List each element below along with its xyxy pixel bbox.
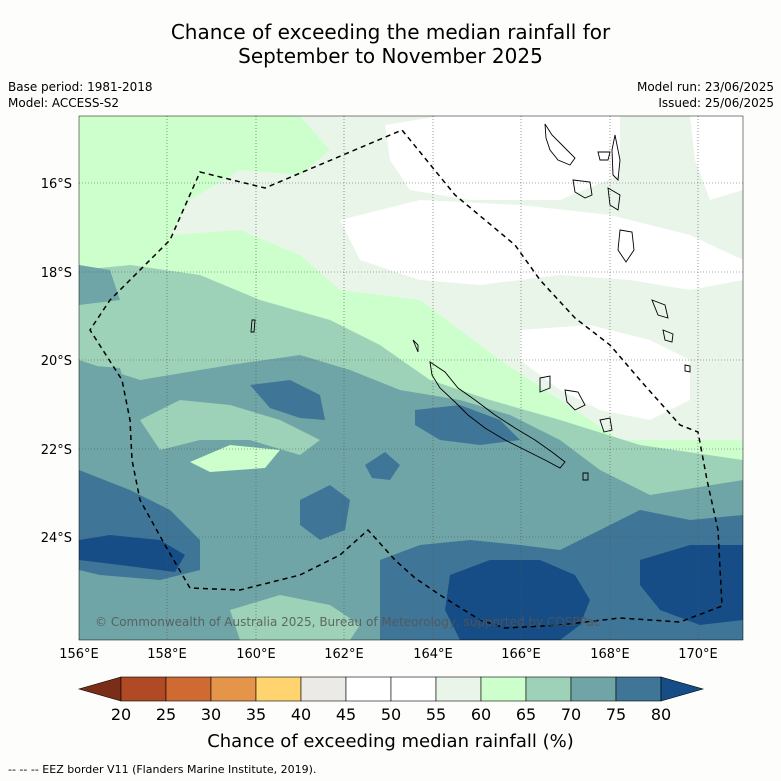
colorbar-tick-label: 50 <box>381 705 401 724</box>
colorbar-swatch <box>615 676 662 702</box>
colorbar-tick-label: 35 <box>246 705 266 724</box>
contour-70-75-b <box>79 265 120 305</box>
contour-above-80-c <box>640 545 743 625</box>
contour-65-70-patch <box>140 400 320 455</box>
contour-75-80-b <box>415 405 520 445</box>
model-label: Model: ACCESS-S2 <box>8 96 120 110</box>
colorbar-tick-label: 65 <box>516 705 536 724</box>
new-caledonia-outline <box>429 361 566 469</box>
colorbar-tick-label: 70 <box>561 705 581 724</box>
contour-60-65-b <box>79 116 180 175</box>
colorbar-extend-high <box>660 676 705 702</box>
contour-75-80-a <box>250 380 325 420</box>
eez-legend-note: -- -- -- EEZ border V11 (Flanders Marine… <box>8 763 317 776</box>
eez-border <box>89 129 723 629</box>
colorbar-tick-label: 20 <box>111 705 131 724</box>
colorbar-swatch <box>570 676 617 702</box>
contour-75-80-c <box>365 452 400 480</box>
colorbar-tick-label: 75 <box>606 705 626 724</box>
colorbar <box>77 676 705 702</box>
y-tick-label: 16°S <box>41 177 72 192</box>
colorbar-tick-labels: 20 25 30 35 40 45 50 55 60 65 70 75 80 <box>111 705 671 724</box>
contour-50-55-d <box>690 116 743 200</box>
colorbar-swatch <box>300 676 347 702</box>
x-axis-ticks: 156°E 158°E 160°E 162°E 164°E 166°E 168°E 170°E <box>59 647 718 662</box>
y-tick-label: 18°S <box>41 266 72 281</box>
colorbar-swatch <box>165 676 212 702</box>
model-run-label: Model run: 23/06/2025 <box>636 80 774 94</box>
map-frame <box>78 115 744 641</box>
x-tick-label: 166°E <box>501 647 541 662</box>
contour-50-55-b <box>340 200 743 290</box>
x-tick-label: 158°E <box>147 647 187 662</box>
colorbar-swatch <box>120 676 167 702</box>
loyalty-islands-outline <box>539 375 613 433</box>
contour-65-70-bottom <box>230 595 360 640</box>
y-tick-label: 20°S <box>41 354 72 369</box>
issued-label: Issued: 25/06/2025 <box>658 96 774 110</box>
colorbar-tick-label: 40 <box>291 705 311 724</box>
x-tick-label: 164°E <box>413 647 453 662</box>
colorbar-swatch <box>525 676 572 702</box>
colorbar-title: Chance of exceeding median rainfall (%) <box>207 731 574 752</box>
x-tick-label: 170°E <box>678 647 718 662</box>
contour-75-80-e <box>300 485 350 540</box>
small-islands-outline <box>250 319 691 481</box>
colorbar-swatch <box>345 676 392 702</box>
y-tick-label: 24°S <box>41 531 72 546</box>
contour-above-80-a <box>79 535 185 572</box>
contour-50-55-c <box>520 325 690 420</box>
colorbar-swatch <box>435 676 482 702</box>
y-axis-ticks: 16°S 18°S 20°S 22°S 24°S <box>41 177 72 546</box>
colorbar-swatch <box>255 676 302 702</box>
x-tick-label: 168°E <box>590 647 630 662</box>
contour-50-55-a <box>385 116 620 200</box>
coastlines <box>250 123 691 481</box>
y-tick-label: 22°S <box>41 443 72 458</box>
colorbar-extend-low <box>77 676 122 702</box>
x-tick-label: 162°E <box>324 647 364 662</box>
map-title-line-1: Chance of exceeding the median rainfall … <box>170 20 611 44</box>
base-period-label: Base period: 1981-2018 <box>8 80 153 94</box>
colorbar-tick-label: 45 <box>336 705 356 724</box>
colorbar-swatch <box>210 676 257 702</box>
colorbar-tick-label: 30 <box>201 705 221 724</box>
copyright-text: © Commonwealth of Australia 2025, Bureau… <box>95 615 600 629</box>
probability-contours <box>79 116 743 640</box>
colorbar-tick-label: 55 <box>426 705 446 724</box>
colorbar-swatch <box>480 676 527 702</box>
colorbar-tick-label: 60 <box>471 705 491 724</box>
colorbar-tick-label: 25 <box>156 705 176 724</box>
colorbar-swatch <box>390 676 437 702</box>
contour-60-65-patch-b <box>190 445 280 472</box>
map-title-line-2: September to November 2025 <box>238 44 543 68</box>
vanuatu-islands-outline <box>544 123 674 343</box>
contour-70-75-c <box>85 365 125 392</box>
x-tick-label: 156°E <box>59 647 99 662</box>
x-tick-label: 160°E <box>236 647 276 662</box>
colorbar-tick-label: 80 <box>651 705 671 724</box>
